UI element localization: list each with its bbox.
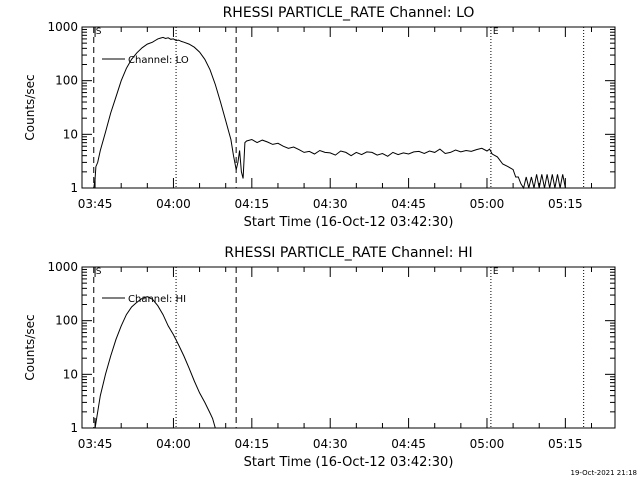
x-tick-label: 04:45 — [391, 197, 426, 211]
x-tick-label: 03:45 — [78, 437, 113, 451]
y-axis-label: Counts/sec — [23, 74, 37, 140]
footer-timestamp: 19-Oct-2021 21:18 — [571, 469, 637, 477]
x-tick-label: 04:15 — [235, 197, 270, 211]
chart-title: RHESSI PARTICLE_RATE Channel: LO — [223, 5, 475, 21]
x-tick-label: 04:00 — [156, 437, 191, 451]
y-tick-label: 1000 — [47, 260, 78, 274]
legend-entry: Channel: HI — [128, 294, 186, 305]
plot-frame — [81, 26, 616, 189]
series-line — [94, 296, 216, 429]
y-tick-label: 100 — [55, 74, 78, 88]
y-tick-label: 100 — [55, 314, 78, 328]
x-tick-label: 05:00 — [470, 197, 505, 211]
hi-channel-panel: RHESSI PARTICLE_RATE Channel: HI 1 10 100 10… — [23, 245, 616, 470]
y-tick-label: 1 — [70, 421, 78, 435]
marker-label-e: E — [493, 267, 499, 277]
x-tick-label: 04:15 — [235, 437, 270, 451]
chart-title: RHESSI PARTICLE_RATE Channel: HI — [224, 245, 472, 261]
y-tick-label: 1000 — [47, 20, 78, 34]
y-tick-label: 10 — [63, 367, 78, 381]
x-tick-label: 04:30 — [313, 437, 348, 451]
y-tick-label: 10 — [63, 127, 78, 141]
x-tick-label: 04:00 — [156, 197, 191, 211]
marker-label-s: S — [96, 267, 102, 277]
x-axis-label: Start Time (16-Oct-12 03:42:30) — [244, 455, 454, 470]
x-tick-label: 04:30 — [313, 197, 348, 211]
series-line — [93, 36, 566, 190]
plot-frame — [81, 266, 616, 429]
x-tick-label: 03:45 — [78, 197, 113, 211]
y-tick-label: 1 — [70, 181, 78, 195]
y-axis-label: Counts/sec — [23, 314, 37, 380]
marker-label-s: S — [96, 27, 102, 37]
marker-label-e: E — [493, 27, 499, 37]
x-tick-label: 05:15 — [548, 437, 583, 451]
lo-channel-panel: RHESSI PARTICLE_RATE Channel: LO 1 10 100 10… — [23, 5, 616, 230]
x-tick-label: 05:15 — [548, 197, 583, 211]
legend-entry: Channel: LO — [128, 55, 189, 66]
x-tick-label: 04:45 — [391, 437, 426, 451]
x-tick-label: 05:00 — [470, 437, 505, 451]
x-axis-label: Start Time (16-Oct-12 03:42:30) — [244, 215, 454, 230]
